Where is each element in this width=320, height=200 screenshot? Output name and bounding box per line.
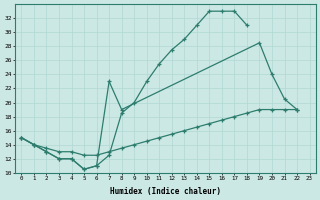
X-axis label: Humidex (Indice chaleur): Humidex (Indice chaleur) — [110, 187, 221, 196]
